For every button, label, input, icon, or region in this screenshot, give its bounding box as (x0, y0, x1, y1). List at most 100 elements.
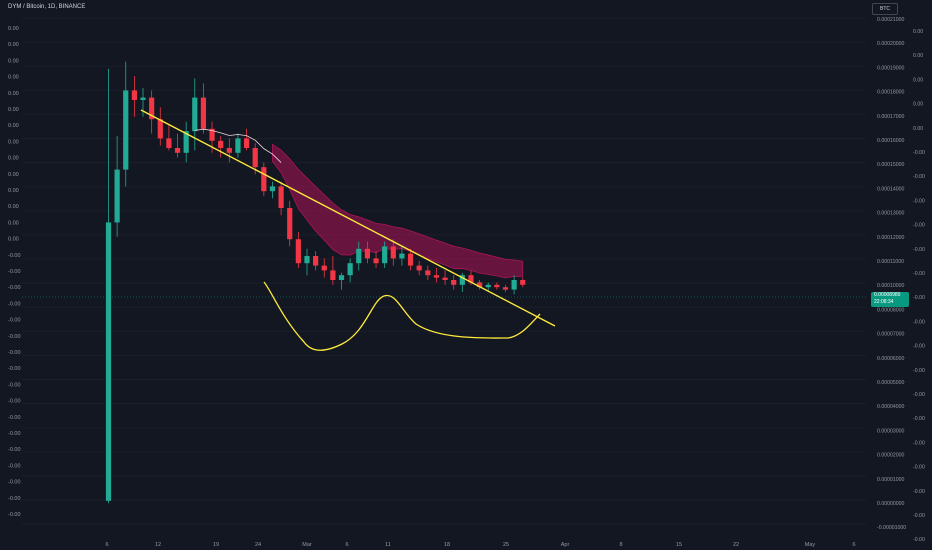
time-tick-label: Mar (302, 542, 312, 548)
right-tick-label: 0.00011000 (877, 259, 904, 265)
candle (183, 121, 189, 163)
candle-body (425, 270, 431, 276)
candle (218, 136, 224, 158)
left-tick-label: -0.00 (8, 415, 21, 421)
right-tick-label-minor: -0.00 (913, 319, 925, 325)
time-tick-label: 12 (155, 542, 161, 548)
right-tick-label: 0.00016000 (877, 138, 905, 144)
right-tick-label: 0.00015000 (877, 162, 905, 168)
time-tick-label: 25 (503, 542, 509, 548)
left-tick-label: 0.00 (8, 107, 19, 113)
candle-body (494, 284, 500, 288)
right-tick-label-minor: -0.00 (913, 368, 925, 374)
candle-body (382, 246, 388, 264)
time-axis[interactable]: 6 12 19 24 Mar 6 11 18 25 Apr 8 15 22 May 6 (105, 542, 855, 548)
candle (433, 268, 440, 283)
candle (278, 181, 284, 216)
right-price-axis[interactable]: 0.00021000 0.00 0.00020000 0.00 0.00019000 0.… (877, 17, 925, 543)
right-tick-label-minor: -0.00 (913, 465, 925, 471)
right-tick-label-minor: 0.00 (913, 29, 923, 35)
candle-body (157, 119, 163, 139)
candle-body (416, 265, 422, 271)
candle (520, 277, 526, 288)
candle-body (321, 265, 327, 271)
left-tick-label: -0.00 (8, 512, 21, 518)
right-tick-label: 0.00018000 (877, 90, 905, 96)
last-price-label: 0.00008989 22:08:34 (871, 292, 909, 307)
candle (123, 61, 129, 187)
candle (114, 136, 120, 237)
time-tick-label: 19 (213, 542, 219, 548)
candle (269, 181, 276, 199)
right-tick-label-minor: 0.00 (913, 77, 923, 83)
left-tick-label: -0.00 (8, 382, 21, 388)
candle (295, 232, 301, 268)
candle-body (390, 246, 396, 259)
right-tick-label: 0.00020000 (877, 41, 905, 47)
left-tick-label: -0.00 (8, 496, 21, 502)
candle (442, 270, 448, 285)
trendline (140, 109, 556, 327)
right-tick-label-minor: -0.00 (913, 295, 925, 301)
candle-body (200, 97, 207, 129)
right-tick-label: 0.00012000 (877, 235, 905, 241)
candle-body (174, 148, 181, 153)
right-tick-label-minor: -0.00 (913, 416, 925, 422)
candle-body (304, 256, 310, 264)
chart-title: DYM / Bitcoin, 1D, BINANCE (8, 4, 86, 10)
candle-body (243, 138, 250, 148)
candle (140, 88, 146, 117)
right-tick-label-minor: -0.00 (913, 440, 925, 446)
right-tick-label: 0.00010000 (877, 283, 905, 289)
candle-body (468, 275, 474, 283)
candle-body (442, 277, 448, 280)
candle (373, 251, 379, 268)
candle-body (313, 256, 319, 266)
right-tick-label: 0.00006000 (877, 356, 905, 362)
right-tick-label-minor: -0.00 (913, 174, 925, 180)
left-tick-label: -0.00 (8, 399, 21, 405)
candle (261, 162, 267, 196)
candle (200, 83, 207, 134)
candle (149, 90, 155, 134)
candle (390, 239, 396, 266)
candlestick-series (105, 61, 526, 504)
right-tick-label-minor: -0.00 (913, 223, 925, 229)
candle (511, 275, 517, 295)
candle-body (278, 186, 284, 208)
candle (313, 251, 319, 271)
candle-body (218, 140, 224, 148)
right-tick-label: 0.00002000 (877, 453, 905, 459)
candle-body (459, 275, 465, 285)
right-tick-label-minor: -0.00 (913, 271, 925, 277)
candle-body (433, 275, 440, 278)
time-tick-label: 11 (385, 542, 391, 548)
candle-body (269, 186, 276, 192)
ema-cloud (272, 143, 524, 279)
right-tick-label: 0.00017000 (877, 114, 905, 120)
left-tick-label: 0.00 (8, 91, 19, 97)
candle-body (105, 222, 112, 501)
user-drawings (140, 109, 556, 351)
right-tick-label: 0.00003000 (877, 428, 905, 434)
candle-body (261, 167, 267, 192)
candle-body (485, 284, 491, 288)
right-tick-label: 0.00019000 (877, 65, 905, 71)
candle-body (364, 248, 370, 259)
candle-body (183, 131, 189, 153)
left-tick-label: 0.00 (8, 123, 19, 129)
candle (382, 241, 388, 268)
candle-body (330, 270, 336, 280)
candle-body (149, 97, 155, 120)
time-tick-label: 22 (733, 542, 739, 548)
candle-body (476, 282, 483, 288)
currency-button[interactable]: BTC (872, 3, 898, 15)
candle (407, 248, 414, 271)
left-tick-label: 0.00 (8, 58, 19, 64)
candle (287, 200, 293, 247)
left-price-axis: 0.00 0.00 0.00 0.00 0.00 0.00 0.00 0.00 0.00 0.00… (8, 26, 21, 518)
candle-body (295, 239, 301, 264)
candle-body (451, 280, 457, 285)
candle (502, 284, 509, 292)
